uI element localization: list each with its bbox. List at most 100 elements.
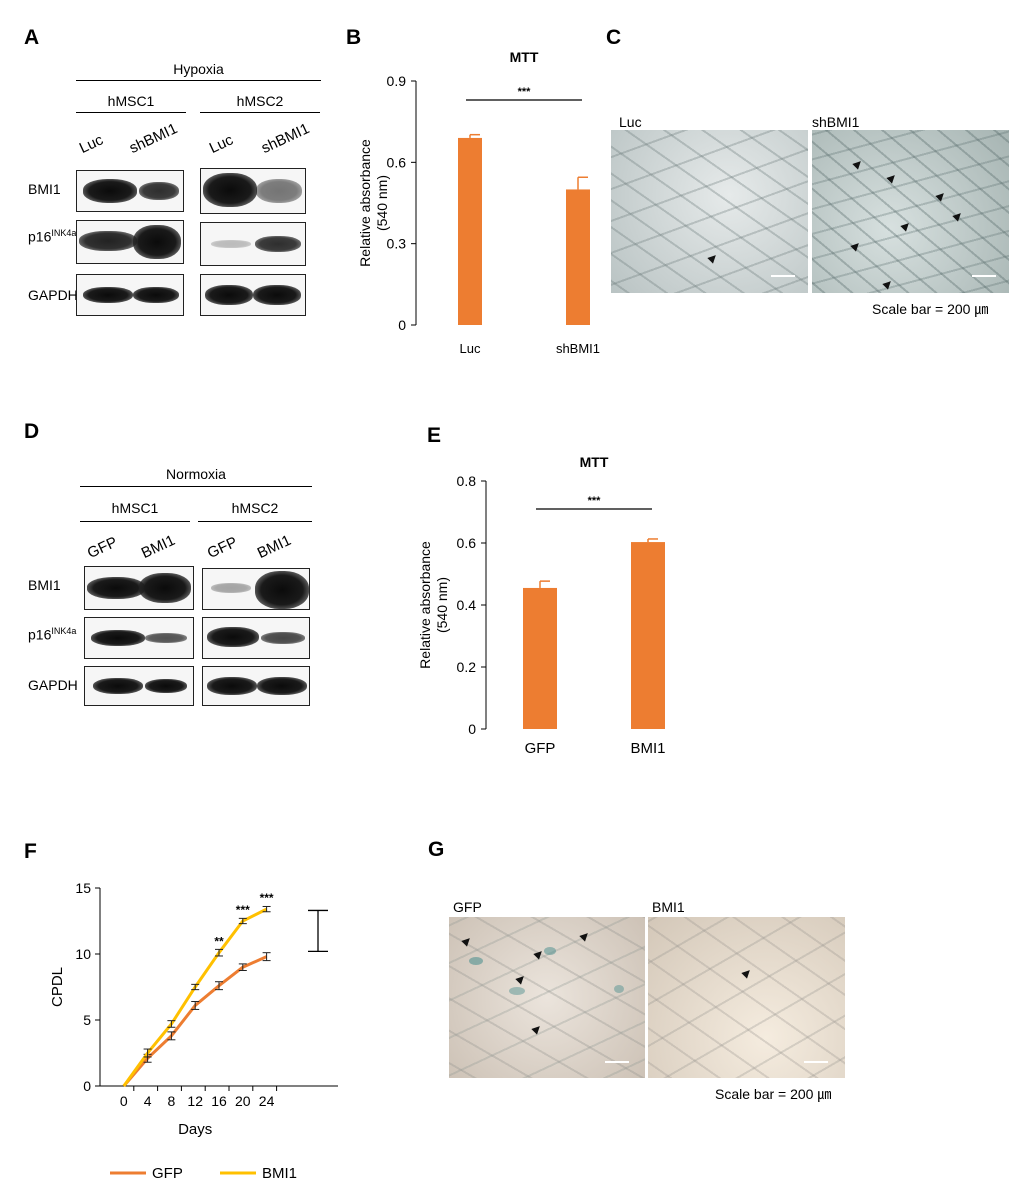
blot-p16-hmsc1 [76,220,184,264]
group-line-hmsc1 [76,112,186,113]
row-label-p16: p16INK4a [28,228,77,245]
significance-label: *** [260,891,274,905]
arrowhead-icon [707,252,719,264]
x-tick-label: 8 [168,1093,176,1109]
arrowhead-icon [882,278,894,290]
y-axis-label: Relative absorbance(540 nm) [357,139,390,267]
legend-label: GFP [152,1165,183,1182]
row-label-bmi1: BMI1 [28,577,61,593]
group-line-hmsc2 [200,112,320,113]
y-tick-label: 0.8 [457,473,477,489]
y-tick-label: 15 [75,880,91,896]
scale-bar-icon [804,1061,828,1063]
bar [523,587,557,729]
y-tick-label: 0 [398,317,406,333]
condition-line [76,80,321,81]
x-tick-label: shBMI1 [556,341,600,356]
series-line [122,955,268,1087]
chart-title: MTT [580,454,609,470]
group-line-hmsc2 [198,521,312,522]
micrograph-gfp [449,917,645,1078]
photo-label-luc: Luc [619,114,642,130]
blot-gapdh-hmsc2 [202,666,310,706]
blot-p16-hmsc1 [84,617,194,659]
x-tick-label: Luc [460,341,481,356]
x-tick-label: 12 [187,1093,203,1109]
x-tick-label: 20 [235,1093,251,1109]
panel-d-label: D [24,420,40,443]
bar [566,189,590,325]
group-label-hmsc1: hMSC1 [111,500,159,516]
row-label-gapdh: GAPDH [28,677,78,693]
blot-bmi1-hmsc2 [200,168,306,214]
arrowhead-icon [741,967,753,979]
significance-label: *** [518,86,532,98]
x-tick-label: 0 [120,1093,128,1109]
scale-bar-icon [771,275,795,277]
photo-label-gfp: GFP [453,899,482,915]
lane-label: shBMI1 [258,120,313,157]
y-tick-label: 0.4 [457,597,477,613]
significance-label: ** [214,935,224,949]
chart-b: MTT 0 0.3 0.6 0.9 Relative absorbance(540 nm)… [357,49,600,356]
bar [458,137,482,325]
y-tick-label: 10 [75,946,91,962]
significance-label: *** [236,903,250,917]
lane-label: GFP [204,533,240,562]
blot-p16-hmsc2 [200,222,306,266]
arrowhead-icon [533,948,545,960]
chart-title: MTT [510,49,539,65]
group-label-hmsc2: hMSC2 [231,500,279,516]
y-axis-label: Relative absorbance(540 nm) [417,541,450,669]
photo-label-shbmi1: shBMI1 [812,114,860,130]
x-axis-label: Days [178,1121,212,1138]
y-tick-label: 0.6 [457,535,477,551]
lane-label: BMI1 [138,531,178,562]
panel-f-label: F [24,840,37,863]
arrowhead-icon [579,930,591,942]
group-label-hmsc1: hMSC1 [107,93,155,109]
row-label-p16: p16INK4a [28,626,77,643]
chart-e: MTT 0 0.2 0.4 0.6 0.8 Relative absorbance(540 … [417,454,666,757]
row-label-bmi1: BMI1 [28,181,61,197]
micrograph-bmi1 [648,917,845,1078]
arrowhead-icon [461,935,473,947]
x-tick-label: GFP [525,740,556,757]
blot-gapdh-hmsc1 [84,666,194,706]
condition-line [80,486,312,487]
condition-label: Normoxia [166,466,226,482]
blot-gapdh-hmsc1 [76,274,184,316]
lane-label: shBMI1 [126,120,181,157]
arrowhead-icon [515,973,527,985]
arrowhead-icon [935,190,947,202]
condition-label: Hypoxia [173,61,224,77]
panel-a-label: A [24,26,40,49]
scale-bar-icon [972,275,996,277]
lane-label: Luc [206,131,236,157]
y-tick-label: 0.3 [387,236,407,252]
bar [631,542,665,729]
legend-label: BMI1 [262,1165,297,1182]
x-tick-label: 24 [259,1093,275,1109]
x-tick-label: BMI1 [630,740,665,757]
blot-gapdh-hmsc2 [200,274,306,316]
micrograph-luc [611,130,808,293]
blot-bmi1-hmsc2 [202,568,310,610]
y-tick-label: 0.2 [457,659,477,675]
group-label-hmsc2: hMSC2 [236,93,284,109]
y-tick-label: 5 [83,1012,91,1028]
arrowhead-icon [850,240,862,252]
arrowhead-icon [531,1023,543,1035]
scale-bar-icon [605,1061,629,1063]
x-tick-label: 16 [211,1093,227,1109]
y-tick-label: 0 [83,1078,91,1094]
panel-e-label: E [427,424,442,447]
y-tick-label: 0 [468,721,476,737]
scale-text: Scale bar = 200 ㎛ [872,301,989,317]
blot-bmi1-hmsc1 [76,170,184,212]
panel-c-label: C [606,26,622,49]
scale-text: Scale bar = 200 ㎛ [715,1086,832,1102]
x-tick-label: 4 [144,1093,152,1109]
y-tick-label: 0.6 [387,154,407,170]
lane-label: GFP [84,533,120,562]
